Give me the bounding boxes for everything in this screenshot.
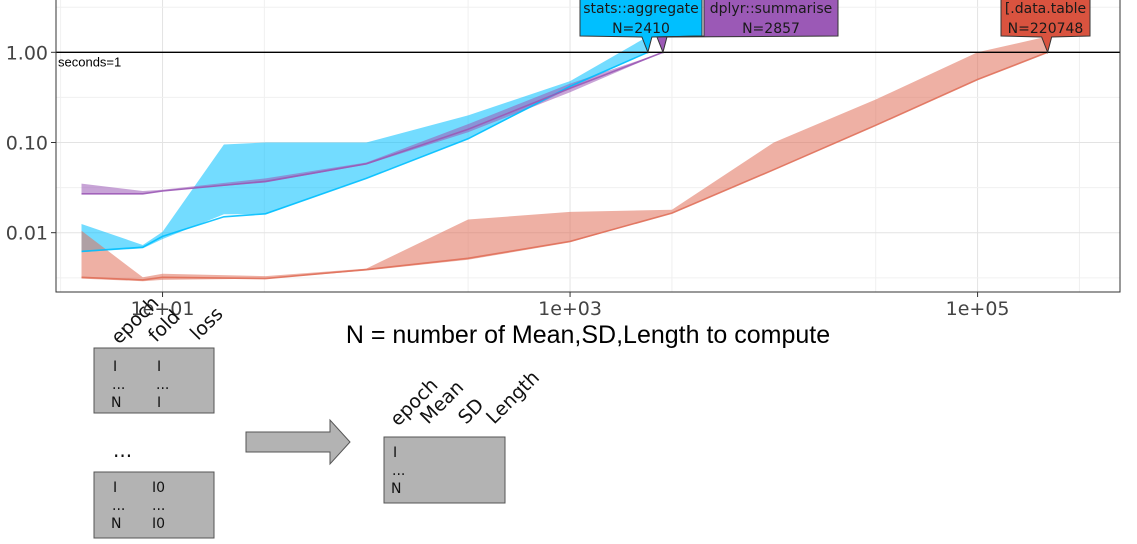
callout-box — [656, 0, 839, 54]
callout-series-name: [.data.table — [1005, 1, 1086, 17]
cell: I0 — [152, 480, 165, 496]
input-table-2-box — [93, 471, 215, 539]
ribbon-series-0 — [81, 36, 648, 253]
reference-line-group: seconds=1 — [56, 51, 1120, 69]
median-lines — [81, 51, 1048, 281]
cell: ... — [392, 463, 405, 479]
cell: N — [391, 481, 401, 497]
callout-box — [1000, 0, 1091, 54]
cell: I — [157, 395, 161, 411]
callout-n-value: N=2410 — [612, 21, 670, 37]
input-table-2: I ... N I0 ... I0 — [93, 471, 215, 539]
cell: I — [157, 359, 161, 375]
cell: ... — [152, 498, 165, 514]
plot-panel — [56, 0, 1120, 292]
arrow-right-icon — [245, 418, 351, 466]
callout-2: [.data.table N=220748 — [1000, 0, 1091, 54]
output-table-box — [383, 436, 506, 504]
callout-n-value: N=2857 — [742, 21, 800, 37]
median-line-series-1 — [81, 51, 664, 195]
x-axis-ticks: 1e+01 1e+03 1e+05 — [131, 292, 1010, 320]
cell: ... — [112, 377, 125, 393]
cell: I — [393, 445, 397, 461]
input-table-1: I ... N I ... I — [93, 347, 215, 414]
cell: N — [111, 516, 121, 532]
header-length: Length — [482, 367, 544, 429]
y-tick-label: 0.10 — [6, 133, 48, 155]
reshape-diagram: epoch fold loss I ... N I ... I ... I ..… — [93, 292, 544, 539]
callout-n-value: N=220748 — [1008, 21, 1084, 37]
median-line-series-0 — [81, 51, 649, 253]
between-ellipsis: ... — [113, 438, 132, 462]
input-table-1-box — [93, 347, 215, 414]
callout-box — [579, 0, 703, 54]
median-line-series-2 — [81, 51, 1048, 281]
reference-line-label: seconds=1 — [58, 54, 121, 69]
series-callouts: stats::aggregateN=2410dplyr::summariseN=… — [579, 0, 1091, 54]
plot-border — [55, 0, 1121, 293]
cell: N — [111, 395, 121, 411]
ribbons — [81, 36, 1048, 282]
output-headers: epoch Mean SD Length — [386, 367, 544, 431]
cell: I — [113, 480, 117, 496]
y-axis-ticks: 0.01 0.10 1.00 — [6, 42, 56, 245]
y-tick-label: 0.01 — [6, 223, 48, 245]
x-axis-label: N = number of Mean,SD,Length to compute — [346, 321, 830, 349]
x-tick-label: 1e+01 — [131, 298, 195, 320]
y-tick-label: 1.00 — [6, 42, 48, 64]
x-tick-label: 1e+03 — [538, 298, 602, 320]
x-tick-label: 1e+05 — [946, 298, 1010, 320]
callout-series-name: dplyr::summarise — [710, 1, 832, 17]
ribbon-series-2 — [81, 36, 1048, 282]
output-table: I ... N — [383, 436, 506, 504]
cell: I — [113, 359, 117, 375]
cell: ... — [156, 377, 169, 393]
callout-series-name: stats::aggregate — [583, 1, 699, 17]
cell: I0 — [152, 516, 165, 532]
cell: ... — [112, 498, 125, 514]
